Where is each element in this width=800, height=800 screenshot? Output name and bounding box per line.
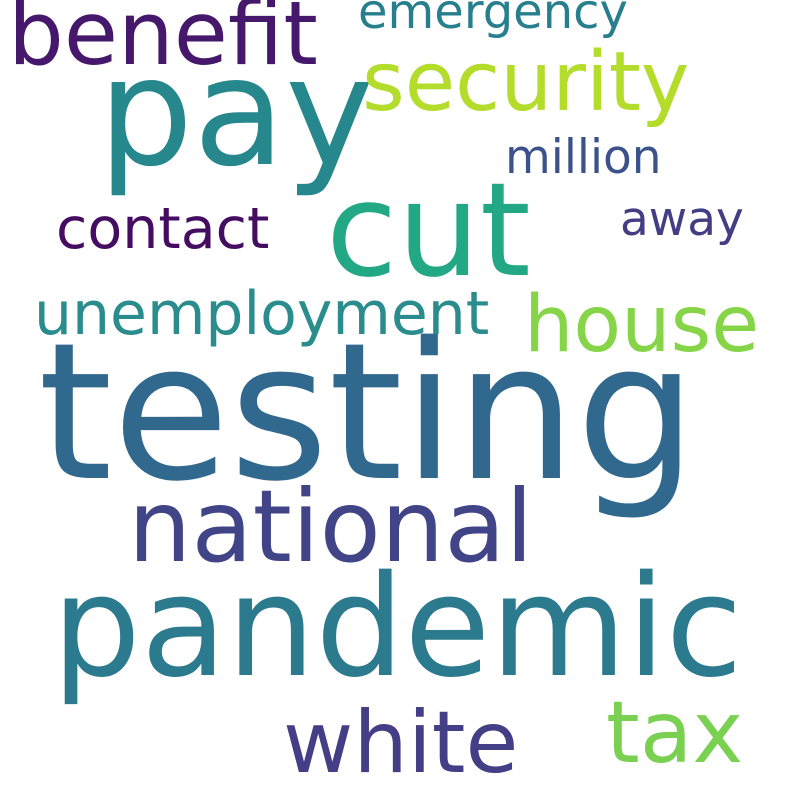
word-unemployment: unemployment xyxy=(34,279,490,349)
word-pay: pay xyxy=(98,26,374,200)
word-pandemic: pandemic xyxy=(52,546,743,709)
word-million: million xyxy=(505,130,662,185)
word-away: away xyxy=(620,192,744,247)
word-contact: contact xyxy=(56,196,270,262)
word-national: national xyxy=(128,468,534,585)
word-benefit: benefit xyxy=(8,0,318,85)
word-white: white xyxy=(283,693,519,793)
word-house: house xyxy=(524,280,760,370)
word-security: security xyxy=(362,35,690,130)
word-cut: cut xyxy=(326,154,531,306)
word-testing: testing xyxy=(38,302,697,523)
word-emergency: emergency xyxy=(358,0,628,40)
word-tax: tax xyxy=(606,683,744,783)
